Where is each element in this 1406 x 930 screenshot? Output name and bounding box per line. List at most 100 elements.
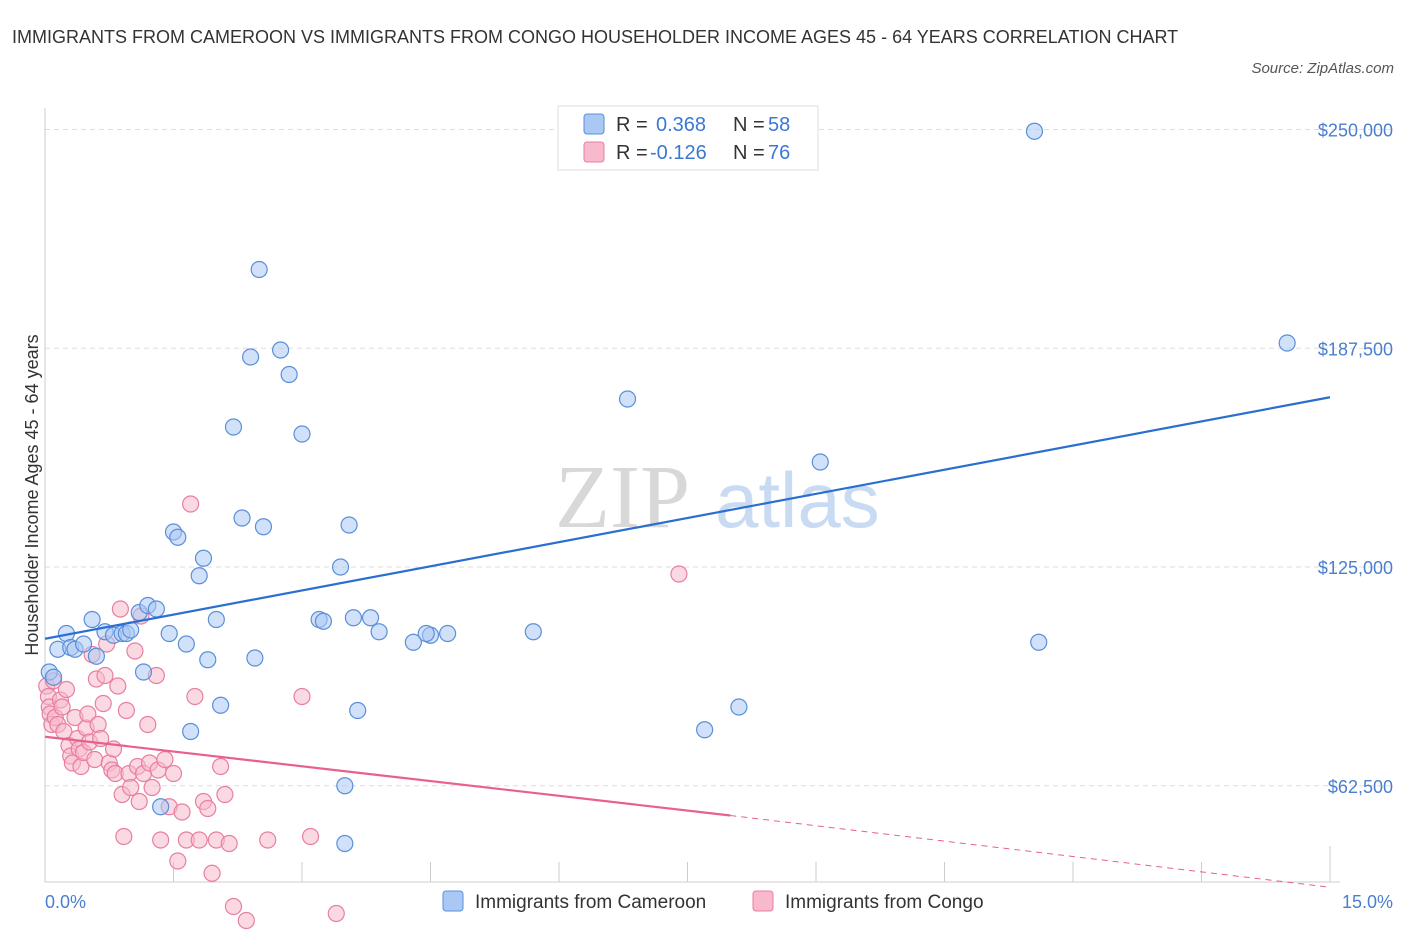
cameroon-point-7 bbox=[83, 610, 101, 629]
congo-point-53 bbox=[156, 750, 174, 769]
cameroon-point-47 bbox=[417, 624, 435, 643]
cameroon-point-27 bbox=[212, 696, 230, 714]
congo-point-74 bbox=[327, 904, 345, 923]
cameroon-point-52 bbox=[524, 623, 542, 641]
congo-point-44 bbox=[130, 792, 148, 811]
congo-point-63 bbox=[199, 799, 217, 818]
cameroon-point-25 bbox=[199, 651, 217, 669]
cameroon-point-29 bbox=[233, 509, 251, 527]
congo-point-72 bbox=[293, 687, 311, 706]
y-tick-labels: $62,500 $125,000 $187,500 $250,000 bbox=[1318, 121, 1393, 797]
cameroon-point-55 bbox=[730, 698, 748, 716]
cameroon-point-32 bbox=[254, 518, 273, 536]
congo-point-28 bbox=[94, 694, 112, 713]
cameroon-point-57 bbox=[1030, 633, 1048, 651]
cameroon-point-33 bbox=[242, 348, 260, 366]
cameroon-point-24 bbox=[194, 549, 213, 567]
cameroon-point-56 bbox=[811, 453, 829, 471]
cameroon-point-43 bbox=[361, 609, 380, 627]
cameroon-point-17 bbox=[147, 600, 165, 618]
congo-trend-line bbox=[44, 735, 731, 817]
grid-lines bbox=[45, 129, 1390, 787]
congo-point-11 bbox=[57, 680, 76, 699]
cameroon-point-38 bbox=[314, 612, 333, 630]
congo-point-52 bbox=[152, 831, 170, 849]
congo-point-55 bbox=[164, 764, 183, 783]
legend-swatch-cameroon bbox=[583, 113, 605, 135]
legend-n-value-congo: 76 bbox=[768, 142, 790, 164]
cameroon-point-50 bbox=[336, 834, 354, 853]
cameroon-point-23 bbox=[190, 567, 208, 585]
cameroon-point-49 bbox=[152, 798, 170, 816]
y-tick-label-2: $187,500 bbox=[1318, 339, 1393, 359]
congo-point-36 bbox=[111, 600, 129, 618]
cameroon-point-40 bbox=[340, 516, 358, 534]
axes bbox=[44, 108, 1340, 883]
cameroon-point-6 bbox=[74, 635, 93, 653]
cameroon-point-48 bbox=[439, 624, 457, 643]
cameroon-point-15 bbox=[134, 663, 153, 681]
legend-r-value-congo: -0.126 bbox=[650, 142, 707, 164]
cameroon-point-22 bbox=[182, 722, 200, 741]
x-tick-label-start: 0.0% bbox=[45, 892, 86, 912]
cameroon-point-54 bbox=[696, 721, 714, 739]
trend-lines bbox=[44, 396, 1331, 888]
legend-r-label-congo: R = bbox=[616, 142, 648, 164]
congo-point-56 bbox=[169, 852, 187, 870]
congo-point-38 bbox=[115, 827, 133, 846]
cameroon-point-35 bbox=[280, 365, 298, 384]
y-tick-label-1: $125,000 bbox=[1318, 558, 1393, 578]
congo-point-66 bbox=[212, 757, 230, 776]
cameroon-point-20 bbox=[169, 528, 187, 546]
congo-point-67 bbox=[216, 785, 234, 804]
watermark-atlas: atlas bbox=[715, 456, 880, 544]
cameroon-point-58 bbox=[1025, 122, 1044, 140]
congo-point-39 bbox=[117, 701, 135, 720]
legend-bottom-label-congo: Immigrants from Congo bbox=[785, 892, 984, 913]
cameroon-points bbox=[40, 122, 1296, 853]
congo-point-21 bbox=[79, 705, 97, 723]
correlation-legend: R = 0.368 N = 58 R = -0.126 N = 76 bbox=[557, 105, 819, 171]
congo-points bbox=[38, 495, 688, 930]
chart-title: IMMIGRANTS FROM CAMEROON VS IMMIGRANTS F… bbox=[12, 27, 1179, 47]
cameroon-point-36 bbox=[293, 425, 311, 443]
source-credit: Source: ZipAtlas.com bbox=[1251, 60, 1394, 77]
legend-r-value-cameroon: 0.368 bbox=[656, 114, 706, 136]
cameroon-point-1 bbox=[44, 668, 63, 686]
cameroon-point-42 bbox=[349, 701, 367, 720]
congo-point-68 bbox=[220, 834, 238, 853]
congo-point-70 bbox=[237, 911, 255, 930]
congo-point-24 bbox=[86, 750, 104, 769]
congo-point-41 bbox=[122, 778, 140, 797]
congo-point-60 bbox=[186, 687, 204, 706]
cameroon-point-8 bbox=[87, 647, 106, 665]
legend-n-label-congo: N = bbox=[733, 142, 765, 164]
cameroon-point-26 bbox=[207, 610, 225, 629]
x-tick-label-end: 15.0% bbox=[1342, 892, 1393, 912]
legend-n-value-cameroon: 58 bbox=[768, 114, 790, 136]
cameroon-point-21 bbox=[177, 635, 195, 653]
cameroon-point-39 bbox=[331, 558, 350, 576]
cameroon-point-45 bbox=[404, 633, 422, 651]
congo-point-35 bbox=[109, 677, 127, 695]
congo-point-49 bbox=[143, 778, 161, 797]
cameroon-point-41 bbox=[344, 609, 362, 627]
congo-point-57 bbox=[173, 803, 191, 821]
cameroon-point-28 bbox=[224, 418, 243, 436]
cameroon-point-18 bbox=[160, 624, 178, 643]
cameroon-point-34 bbox=[271, 341, 290, 359]
congo-point-29 bbox=[96, 666, 114, 685]
legend-bottom-swatch-congo bbox=[752, 890, 774, 912]
congo-trend-line-dashed bbox=[730, 815, 1331, 888]
y-axis-title: Householder Income Ages 45 - 64 years bbox=[22, 334, 42, 655]
legend-bottom-label-cameroon: Immigrants from Cameroon bbox=[475, 892, 706, 913]
legend-n-label-cameroon: N = bbox=[733, 114, 765, 136]
congo-point-9 bbox=[53, 698, 71, 716]
cameroon-trend-line bbox=[44, 396, 1331, 640]
congo-point-71 bbox=[259, 831, 277, 849]
legend-r-label-cameroon: R = bbox=[616, 114, 648, 136]
congo-point-42 bbox=[126, 642, 144, 660]
cameroon-point-53 bbox=[618, 390, 637, 408]
congo-point-61 bbox=[190, 831, 208, 849]
